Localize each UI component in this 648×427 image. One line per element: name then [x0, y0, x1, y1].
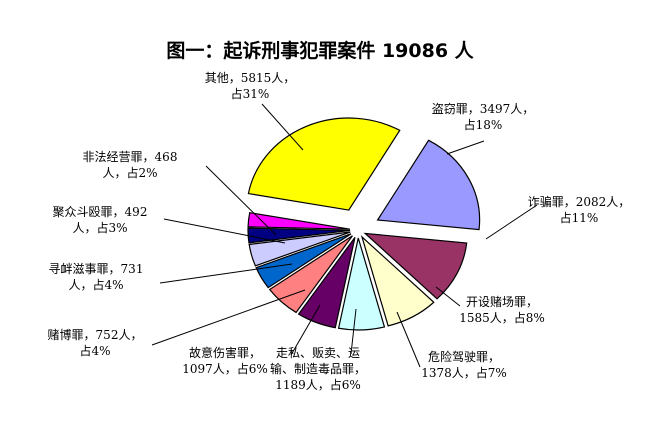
slice-label-line: 危险驾驶罪，	[428, 349, 500, 364]
leader-line	[446, 140, 485, 155]
slice-label-line: 聚众斗殴罪，492	[53, 205, 148, 219]
slice-label: 开设赌场罪， 1585人，占8%	[459, 295, 545, 325]
slice-label-line: 输、制造毒品罪，	[270, 361, 366, 376]
slice-label-line: 1097人，占6%	[182, 361, 268, 376]
pie-slice	[268, 235, 353, 314]
slice-label: 聚众斗殴罪，492 人，占3%	[53, 205, 148, 235]
slice-labels: 盗窃罪，3497人，占18% 诈骗罪，2082人，占11% 开设赌场罪， 1585人，…	[48, 71, 631, 392]
slice-label-line: 占18%	[464, 117, 503, 132]
slice-label-line: 占11%	[560, 210, 599, 225]
pie-slices	[247, 117, 481, 331]
pie-slice	[255, 233, 352, 289]
slice-label: 寻衅滋事罪，731 人，占4%	[49, 262, 144, 292]
pie-slice	[363, 232, 468, 300]
slice-label-line: 走私、贩卖、运	[276, 346, 360, 360]
slice-label-line: 故意伤害罪，	[189, 345, 261, 360]
pie-slice	[376, 139, 481, 231]
slice-label-line: 人，占2%	[102, 165, 157, 180]
slice-label: 故意伤害罪， 1097人，占6%	[182, 345, 268, 376]
pie-slice	[247, 117, 401, 211]
slice-label: 赌博罪，752人，占4%	[48, 327, 143, 358]
leader-line	[290, 304, 321, 356]
slice-label-line: 1378人，占7%	[421, 365, 507, 380]
leader-line	[151, 289, 306, 346]
leader-line	[159, 263, 293, 284]
slice-label-line: 盗窃罪，3497人，	[432, 101, 535, 116]
chart-title: 图一：起诉刑事犯罪案件 19086 人	[166, 39, 474, 62]
leader-lines	[151, 103, 538, 368]
pie-slice	[247, 212, 351, 230]
slice-label: 诈骗罪，2082人，占11%	[528, 194, 631, 225]
slice-label-line: 1189人，占6%	[275, 377, 361, 392]
leader-line	[396, 311, 421, 368]
slice-label-line: 非法经营罪，468	[83, 150, 178, 164]
leader-line	[205, 165, 277, 236]
pie-slice	[337, 237, 386, 331]
leader-line	[163, 218, 286, 244]
slice-label-line: 占31%	[231, 86, 270, 101]
leader-line	[435, 286, 461, 307]
slice-label-line: 其他，5815人，	[205, 71, 296, 85]
leader-line	[485, 204, 538, 240]
slice-label-line: 占4%	[79, 343, 110, 358]
slice-label: 走私、贩卖、运输、制造毒品罪， 1189人，占6%	[270, 346, 366, 392]
pie-slice	[248, 231, 351, 267]
pie-slice	[360, 235, 435, 327]
leader-line	[350, 308, 357, 355]
pie-slice	[297, 237, 356, 329]
slice-label-line: 寻衅滋事罪，731	[49, 262, 144, 276]
slice-label: 非法经营罪，468 人，占2%	[83, 150, 178, 180]
slice-label-line: 1585人，占8%	[459, 310, 545, 325]
leader-line	[261, 103, 304, 151]
slice-label: 盗窃罪，3497人，占18%	[432, 101, 535, 132]
slice-label-line: 人，占3%	[72, 220, 127, 235]
slice-label: 其他，5815人，占31%	[205, 71, 296, 101]
slice-label-line: 人，占4%	[68, 277, 123, 292]
slice-label: 危险驾驶罪， 1378人，占7%	[421, 349, 507, 380]
slice-label-line: 开设赌场罪，	[466, 295, 538, 309]
slice-label-line: 赌博罪，752人，	[48, 327, 143, 342]
slice-label-line: 诈骗罪，2082人，	[528, 194, 631, 209]
